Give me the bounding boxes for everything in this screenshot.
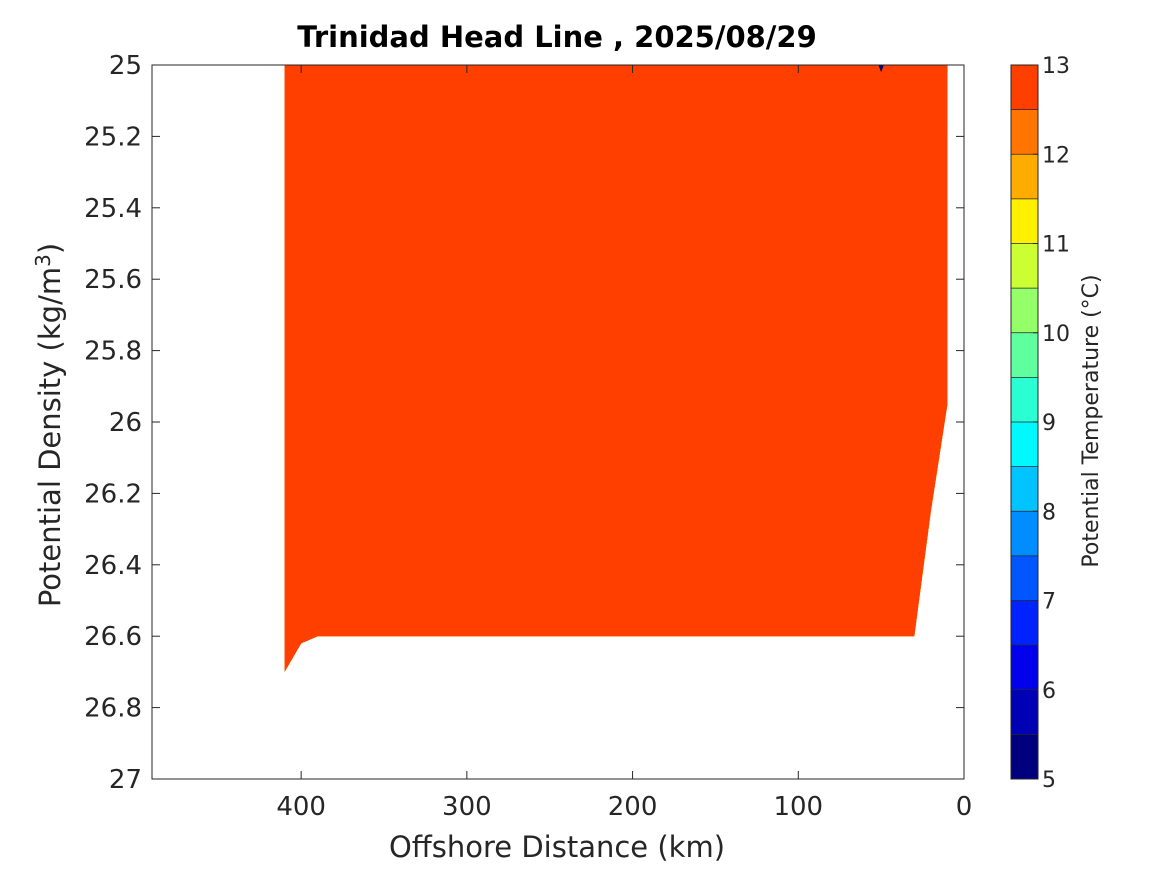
y-tick-label: 26.8 — [84, 694, 142, 724]
y-tick-label: 27 — [109, 765, 142, 795]
colorbar-tick-label: 7 — [1042, 590, 1056, 615]
x-axis-label: Offshore Distance (km) — [389, 830, 725, 864]
y-tick-label: 26 — [109, 408, 142, 438]
y-tick-label: 26.4 — [84, 551, 142, 581]
x-tick-label: 100 — [773, 792, 823, 822]
y-tick-label: 25.2 — [84, 122, 142, 152]
colorbar-swatch — [1011, 288, 1038, 333]
x-tick-label: 400 — [276, 792, 326, 822]
chart-title: Trinidad Head Line , 2025/08/29 — [297, 20, 817, 54]
y-tick-label: 26.6 — [84, 622, 142, 652]
y-axis-label-superscript: 3 — [31, 254, 55, 267]
y-axis: 25 25.2 25.4 25.6 25.8 26 26.2 26.4 26.6 26.8 27 — [84, 51, 964, 795]
colorbar-tick-label: 6 — [1042, 679, 1056, 704]
y-tick-label: 26.2 — [84, 479, 142, 509]
colorbar-tick-label: 5 — [1042, 768, 1056, 793]
contour-band-12-5 — [284, 65, 948, 672]
colorbar-tick-label: 12 — [1042, 143, 1070, 168]
colorbar-swatch — [1011, 734, 1038, 779]
colorbar-swatch — [1011, 377, 1038, 422]
colorbar-swatch — [1011, 109, 1038, 155]
colorbar-swatch — [1011, 243, 1038, 289]
colorbar-swatch — [1011, 154, 1038, 199]
y-axis-label-close: ) — [33, 243, 67, 254]
colorbar-swatch — [1011, 422, 1038, 467]
x-axis: 400 300 200 100 0 — [276, 65, 972, 822]
colorbar-tick-label: 11 — [1042, 233, 1070, 258]
colorbar-tick-label: 9 — [1042, 411, 1056, 436]
colorbar-tick-label: 10 — [1042, 322, 1070, 347]
colorbar-swatch — [1011, 645, 1038, 690]
x-tick-label: 200 — [608, 792, 658, 822]
x-tick-label: 300 — [442, 792, 492, 822]
colorbar-swatch — [1011, 511, 1038, 556]
colorbar-tick-label: 13 — [1042, 54, 1070, 79]
x-tick-label: 0 — [956, 792, 973, 822]
y-tick-label: 25 — [109, 51, 142, 81]
colorbar: 5 6 7 8 9 10 11 12 13 — [1010, 54, 1070, 793]
colorbar-swatch — [1011, 689, 1038, 735]
y-tick-label: 25.8 — [84, 337, 142, 367]
colorbar-tick-label: 8 — [1042, 500, 1056, 525]
colorbar-swatch — [1011, 555, 1038, 601]
y-axis-label: Potential Density (kg/m3) — [31, 243, 67, 607]
colorbar-swatch — [1011, 466, 1038, 512]
y-tick-label: 25.6 — [84, 265, 142, 295]
colorbar-swatch — [1011, 198, 1038, 244]
colorbar-swatch — [1011, 332, 1038, 378]
colorbar-swatch — [1011, 65, 1038, 110]
y-axis-label-main: Potential Density (kg/m — [33, 267, 67, 607]
y-tick-label: 25.4 — [84, 194, 142, 224]
colorbar-swatch — [1011, 600, 1038, 646]
colorbar-label: Potential Temperature (°C) — [1079, 274, 1104, 567]
